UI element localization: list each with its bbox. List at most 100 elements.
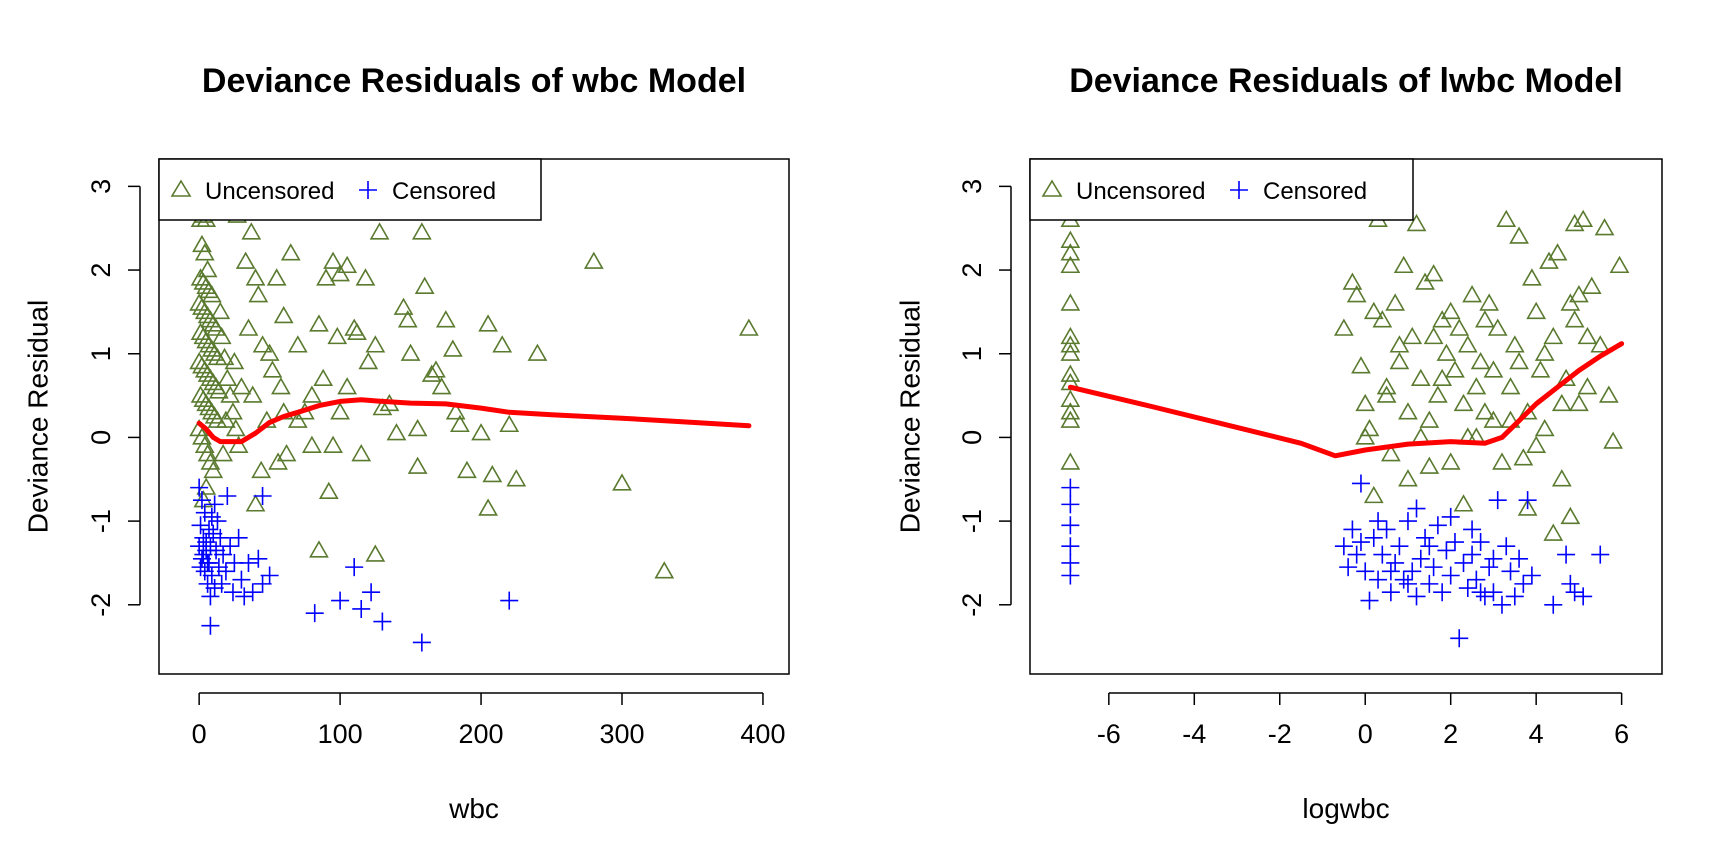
y-tick-label: 1 [86, 346, 116, 361]
censored-point [201, 587, 220, 606]
censored-point [1356, 562, 1375, 581]
uncensored-point [435, 310, 456, 328]
uncensored-point [1573, 209, 1594, 228]
uncensored-point [738, 318, 759, 336]
uncensored-point [1526, 435, 1547, 453]
uncensored-point [217, 368, 238, 387]
uncensored-point [1419, 410, 1440, 428]
censored-point [260, 566, 279, 585]
uncensored-point [1479, 293, 1500, 311]
uncensored-point [245, 268, 266, 286]
legend-box [158, 158, 542, 221]
uncensored-point [273, 305, 294, 324]
uncensored-point [1372, 310, 1393, 328]
censored-point [1445, 533, 1464, 552]
uncensored-point [266, 268, 287, 286]
censored-point [1433, 583, 1452, 602]
censored-point [352, 599, 371, 618]
uncensored-point [1432, 368, 1453, 387]
uncensored-point [1462, 285, 1482, 303]
uncensored-point [1415, 272, 1435, 290]
uncensored-point [251, 460, 272, 479]
uncensored-point [196, 477, 217, 495]
uncensored-point [344, 318, 365, 336]
y-tick-label: 0 [957, 430, 987, 445]
uncensored-point [287, 335, 308, 353]
legend-triangle-icon [170, 179, 192, 197]
x-tick-label: -2 [1268, 719, 1292, 749]
x-tick-label: 300 [599, 719, 644, 749]
uncensored-point [318, 481, 339, 499]
censored-point [1403, 562, 1422, 581]
x-tick-label: 100 [318, 719, 363, 749]
censored-point [1424, 558, 1443, 577]
x-tick-label: 200 [459, 719, 504, 749]
censored-point [223, 583, 242, 602]
censored-point [249, 549, 268, 568]
uncensored-point [372, 398, 393, 416]
censored-point [1454, 553, 1473, 572]
uncensored-point [323, 251, 343, 269]
uncensored-point [431, 377, 452, 395]
x-tick-label: 2 [1443, 719, 1458, 749]
uncensored-point [414, 276, 435, 294]
uncensored-point [313, 368, 334, 387]
x-axis-label: wbc [448, 793, 499, 824]
censored-point [1484, 549, 1503, 568]
censored-point [1557, 545, 1576, 564]
censored-point [1505, 587, 1524, 606]
uncensored-point [1577, 326, 1598, 345]
censored-point [1420, 537, 1439, 556]
censored-point [331, 591, 350, 610]
uncensored-point [224, 351, 245, 370]
uncensored-point [211, 326, 232, 345]
censored-point [1441, 566, 1460, 585]
uncensored-point [330, 402, 350, 420]
uncensored-point [193, 490, 214, 508]
censored-point [1347, 545, 1366, 564]
censored-point [232, 570, 251, 589]
uncensored-point [1060, 389, 1081, 407]
uncensored-point [216, 410, 236, 428]
uncensored-point [407, 456, 428, 474]
uncensored-point [271, 377, 291, 395]
uncensored-point [397, 310, 418, 328]
censored-point [221, 537, 240, 556]
uncensored-point [206, 318, 226, 336]
uncensored-point [1598, 385, 1619, 403]
x-tick-label: -4 [1182, 719, 1206, 749]
censored-point [243, 583, 262, 602]
censored-point [1437, 541, 1456, 560]
uncensored-point [1427, 385, 1448, 403]
uncensored-point [1436, 343, 1457, 361]
uncensored-point [194, 243, 215, 261]
censored-point [1334, 537, 1353, 556]
uncensored-point [242, 385, 263, 403]
uncensored-point [1457, 335, 1478, 353]
uncensored-point [1440, 301, 1461, 320]
uncensored-point [1060, 335, 1081, 353]
chart-title: Deviance Residuals of lwbc Model [1069, 62, 1623, 100]
uncensored-point [1449, 318, 1470, 336]
uncensored-point [478, 498, 498, 516]
censored-point [208, 512, 227, 531]
uncensored-point [369, 222, 390, 240]
legend: Uncensored Censored [1029, 158, 1414, 221]
uncensored-point [407, 418, 428, 437]
censored-point [218, 487, 237, 505]
uncensored-point [1398, 469, 1418, 487]
legend-box [1029, 158, 1414, 221]
uncensored-point [1355, 427, 1376, 445]
uncensored-point [365, 544, 386, 562]
uncensored-point [1445, 360, 1465, 378]
uncensored-point [1410, 368, 1431, 387]
uncensored-point [1517, 498, 1538, 516]
uncensored-point [1060, 343, 1081, 361]
uncensored-point [213, 444, 233, 462]
uncensored-point [400, 343, 421, 361]
censored-point [191, 516, 210, 535]
legend-uncensored-label: Uncensored [205, 178, 334, 205]
uncensored-point [421, 364, 442, 382]
uncensored-point [351, 444, 372, 462]
